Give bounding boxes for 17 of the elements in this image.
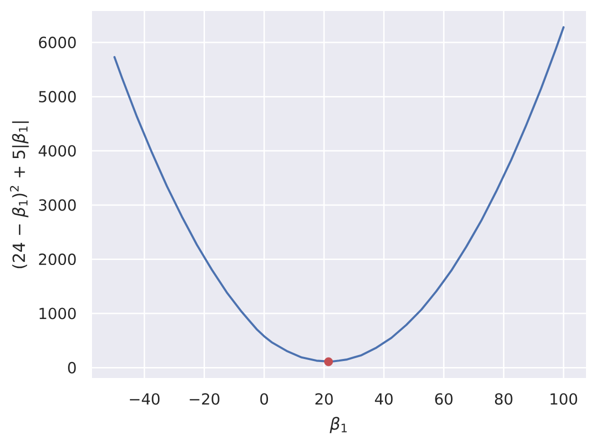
x-tick-label: −40 xyxy=(130,393,160,405)
x-tick-label: 60 xyxy=(435,393,452,405)
y-tick-label: 2000 xyxy=(39,254,76,266)
x-tick-label: 20 xyxy=(315,393,333,405)
y-tick-label: 1000 xyxy=(40,308,76,320)
x-tick-label: 80 xyxy=(494,393,512,405)
y-tick-label: 6000 xyxy=(38,36,76,48)
x-tick-label: 40 xyxy=(374,393,393,405)
x-axis-title: β$_{1}$ xyxy=(330,416,347,434)
y-tick-label: 0 xyxy=(68,362,76,374)
y-tick-label: 5000 xyxy=(39,90,76,102)
text: (24 − β$_{1}$)$^{2}$ + 5|β$_{1}$| xyxy=(10,122,29,268)
y-tick-label: 3000 xyxy=(39,199,76,211)
y-tick-label: 4000 xyxy=(38,145,76,157)
x-tick-label: 100 xyxy=(550,393,578,405)
x-tick-label: 0 xyxy=(260,393,268,405)
x-tick-label: −20 xyxy=(190,393,220,405)
